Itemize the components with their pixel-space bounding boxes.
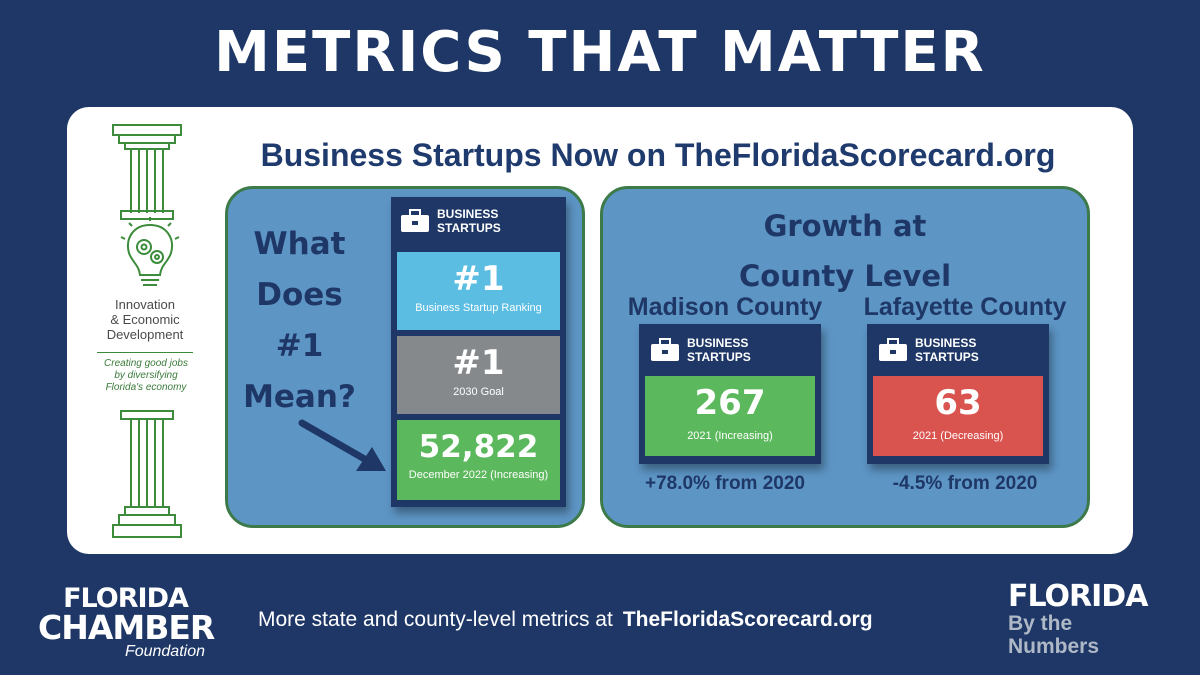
pillar-icon [112, 410, 182, 538]
county-name: Lafayette County [863, 293, 1067, 321]
county-change: +78.0% from 2020 [644, 473, 805, 494]
growth-title: Growth at County Level [738, 209, 952, 293]
florida-chamber-logo: FLORIDA CHAMBER Foundation [38, 583, 215, 660]
pillar-icon [112, 124, 182, 220]
badge-header: BUSINESS STARTUPS [399, 207, 501, 235]
county-card: BUSINESS STARTUPS 63 2021 (Decreasing) [867, 324, 1049, 464]
divider [97, 352, 193, 353]
county-name: Madison County [627, 293, 823, 321]
footer-link[interactable]: TheFloridaScorecard.org [622, 608, 873, 631]
badge-header: BUSINESS STARTUPS [877, 336, 979, 364]
question-text: What Does #1 Mean? [243, 226, 356, 415]
card-heading: Business Startups Now on TheFloridaScore… [260, 137, 1056, 173]
lightbulb-gears-icon [120, 217, 180, 286]
county-card: BUSINESS STARTUPS 267 2021 (Increasing) [639, 324, 821, 464]
startups-count-tile: 52,822 December 2022 (Increasing) [397, 420, 560, 500]
goal-tile: #1 2030 Goal [397, 336, 560, 414]
page-title: METRICS THAT MATTER [214, 20, 986, 85]
footer-text: More state and county-level metrics at Th… [258, 608, 873, 632]
sidebar-title: Innovation & Economic Development [106, 297, 184, 342]
arrow-down-right-icon [298, 419, 386, 471]
briefcase-icon [401, 209, 429, 232]
county-growth-panel: Growth at County Level Madison County La… [600, 186, 1090, 528]
florida-by-the-numbers-logo: FLORIDA By the Numbers [1008, 579, 1148, 659]
footer-caption: More state and county-level metrics at [258, 608, 613, 631]
content-card: Innovation & Economic Development Creati… [67, 107, 1133, 554]
briefcase-icon [879, 338, 907, 361]
badge-header: BUSINESS STARTUPS [649, 336, 751, 364]
county-change: -4.5% from 2020 [892, 473, 1038, 494]
sidebar-tagline: Creating good jobs by diversifying Flori… [104, 358, 188, 393]
state-ranking-panel: What Does #1 Mean? BUSINESS STARTUPS [225, 186, 585, 528]
county-value-tile: 63 2021 (Decreasing) [873, 376, 1043, 456]
briefcase-icon [651, 338, 679, 361]
business-startups-stack: BUSINESS STARTUPS #1 Business Startup Ra… [391, 197, 566, 507]
county-value-tile: 267 2021 (Increasing) [645, 376, 815, 456]
ranking-tile: #1 Business Startup Ranking [397, 252, 560, 330]
